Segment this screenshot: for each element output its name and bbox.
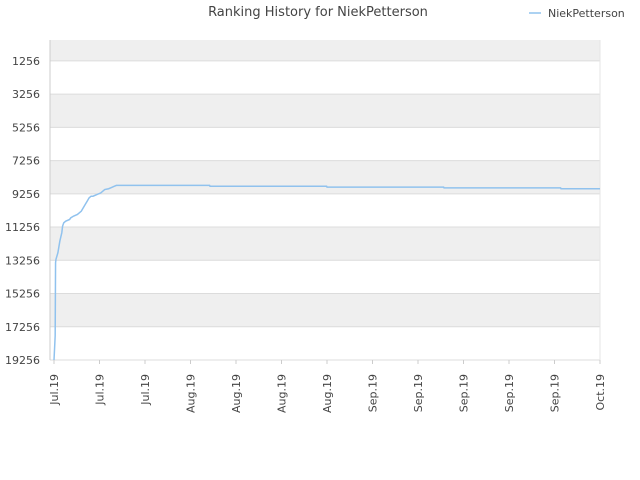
x-tick-label: Aug.19: [230, 374, 243, 413]
x-tick-label: Aug.19: [276, 374, 289, 413]
y-tick-label: 13256: [5, 254, 40, 267]
plot-band: [50, 326, 600, 360]
x-tick-label: Jul.19: [94, 374, 107, 406]
y-tick-label: 5256: [12, 121, 40, 134]
plot-band: [50, 60, 600, 95]
x-tick-label: Oct.19: [594, 374, 607, 411]
y-tick-label: 19256: [5, 354, 40, 367]
series-line-NiekPetterson: [53, 184, 600, 361]
x-tick-label: Sep.19: [549, 374, 562, 412]
x-tick-label: Sep.19: [367, 374, 380, 412]
y-tick-label: 3256: [12, 88, 40, 101]
x-tick-label: Sep.19: [458, 374, 471, 412]
plot-band: [50, 127, 600, 161]
y-tick-labels: 1256 3256 5256 7256 9256 11256 13256 15256 17256…: [5, 55, 40, 367]
x-tick-label: Aug.19: [185, 374, 198, 413]
plot-band: [50, 293, 600, 327]
x-tick-label: Sep.19: [412, 374, 425, 412]
chart-title: Ranking History for NiekPetterson: [208, 5, 428, 20]
plot-band: [50, 193, 600, 228]
y-tick-label: 17256: [5, 321, 40, 334]
plot-band: [50, 40, 600, 61]
series-group: [53, 184, 600, 361]
plot-band: [50, 94, 600, 128]
x-tick-label: Sep.19: [503, 374, 516, 412]
y-tick-label: 1256: [12, 55, 40, 68]
plot-band: [50, 260, 600, 294]
x-tick-label: Jul.19: [48, 374, 61, 406]
y-tick-label: 15256: [5, 288, 40, 301]
gridlines: [50, 40, 601, 361]
plot-band: [50, 160, 600, 194]
legend: NiekPetterson: [529, 7, 625, 20]
y-tick-label: 9256: [12, 188, 40, 201]
x-tick-label: Jul.19: [139, 374, 152, 406]
legend-label: NiekPetterson: [548, 7, 625, 20]
x-tick-labels: Jul.19 Jul.19 Jul.19 Aug.19 Aug.19 Aug.19 Aug.…: [48, 360, 607, 413]
plot-bands: [50, 40, 600, 360]
y-tick-label: 11256: [5, 221, 40, 234]
x-tick-label: Aug.19: [321, 374, 334, 413]
plot-band: [50, 227, 600, 261]
y-tick-label: 7256: [12, 155, 40, 168]
